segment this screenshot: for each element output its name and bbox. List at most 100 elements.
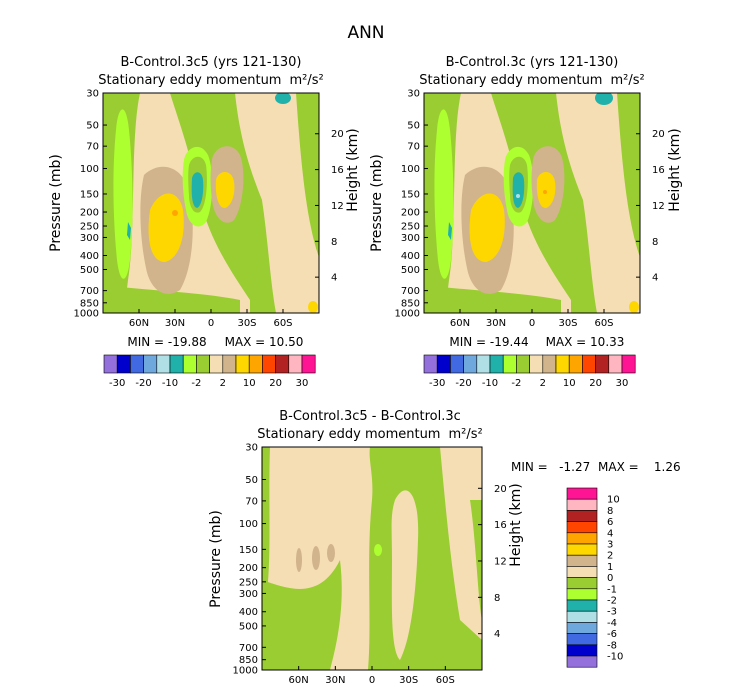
panel-b-title: B-Control.3c (yrs 121-130): [446, 55, 619, 70]
colorbar-swatch: [502, 354, 517, 374]
panel-c-x-ticks: 60N 30N 0 30S 60S: [289, 666, 455, 686]
panel-a-tongue-tan: [268, 190, 288, 300]
colorbar-swatch: [489, 354, 504, 374]
ytick-label: 300: [401, 233, 420, 244]
colorbar-label: 4: [607, 528, 613, 539]
colorbar-swatch: [301, 354, 316, 374]
colorbar-swatch: [582, 354, 596, 374]
ytick-label: 700: [80, 286, 99, 297]
panel-a-title: B-Control.3c5 (yrs 121-130): [121, 55, 302, 70]
y2tick-label: 4: [652, 273, 658, 284]
colorbar-swatch: [103, 354, 118, 374]
colorbar-label: 10: [607, 495, 620, 506]
ytick-label: 200: [239, 563, 258, 574]
panel-b-pos-south-peak: [543, 190, 547, 194]
y2tick-label: 16: [331, 165, 344, 176]
colorbar-label: -10: [482, 378, 498, 389]
colorbar-swatch: [566, 588, 598, 601]
colorbar-swatch: [566, 599, 598, 612]
xtick-label: 60N: [450, 318, 470, 329]
y2tick-label: 8: [494, 593, 500, 604]
colorbar-swatch: [288, 354, 303, 374]
panel-c-tan-right: [440, 447, 482, 640]
ytick-label: 100: [80, 164, 99, 175]
colorbar-swatch: [566, 644, 598, 657]
colorbar-swatch: [555, 354, 570, 374]
panel-a-min-label: MIN = -19.88: [127, 335, 206, 349]
colorbar-swatch: [156, 354, 171, 374]
ytick-label: 400: [239, 607, 258, 618]
ytick-label: 500: [239, 621, 258, 632]
colorbar-swatch: [275, 354, 290, 374]
panel-c: B-Control.3c5 - B-Control.3c Stationary …: [208, 409, 681, 686]
panel-b-min-label: MIN = -19.44: [449, 335, 528, 349]
panel-c-field: [262, 447, 482, 670]
ytick-label: 50: [245, 475, 258, 486]
colorbar-swatch: [595, 354, 610, 374]
y2tick-label: 8: [331, 237, 337, 248]
colorbar-label: -3: [607, 607, 617, 618]
panel-a-colorbar: -30 -20 -10 -2 2 10 20 30: [103, 354, 316, 389]
ytick-label: 850: [401, 298, 420, 309]
panel-b-colorbar: -30 -20 -10 -2 2 10 20 30: [423, 354, 636, 389]
ytick-label: 30: [407, 89, 420, 100]
colorbar-swatch: [130, 354, 144, 374]
panel-a-top-blob: [275, 93, 291, 104]
colorbar-label: 10: [563, 378, 576, 389]
colorbar-label: -20: [455, 378, 471, 389]
colorbar-swatch: [621, 354, 636, 374]
colorbar-swatch: [529, 354, 544, 374]
panel-c-max-label: MAX = 1.26: [598, 460, 681, 474]
ytick-label: 250: [239, 577, 258, 588]
colorbar-swatch: [196, 354, 210, 374]
ytick-label: 250: [401, 222, 420, 233]
panel-b-y2-ticks: 20 16 12 8 4: [636, 129, 665, 284]
ytick-label: 100: [401, 164, 420, 175]
colorbar-swatch: [516, 354, 530, 374]
colorbar-label: -2: [191, 378, 201, 389]
colorbar-swatch: [566, 521, 598, 534]
y2tick-label: 12: [331, 201, 344, 212]
ytick-label: 150: [80, 189, 99, 200]
colorbar-label: 2: [607, 551, 613, 562]
xtick-label: 60S: [436, 675, 455, 686]
panel-b-pos-south-core: [536, 172, 556, 208]
colorbar-swatch: [450, 354, 464, 374]
colorbar-swatch: [542, 354, 557, 374]
y2tick-label: 20: [652, 129, 665, 140]
colorbar-swatch: [235, 354, 250, 374]
panel-b-field: [424, 93, 640, 313]
xtick-label: 60S: [273, 318, 292, 329]
ytick-label: 700: [401, 286, 420, 297]
colorbar-label: 3: [607, 540, 613, 551]
ytick-label: 850: [80, 298, 99, 309]
colorbar-swatch: [222, 354, 237, 374]
colorbar-swatch: [566, 577, 598, 590]
colorbar-label: 6: [607, 517, 613, 528]
colorbar-label: -6: [607, 629, 617, 640]
colorbar-label: -4: [607, 618, 617, 629]
ytick-label: 30: [86, 89, 99, 100]
ytick-label: 500: [401, 265, 420, 276]
panel-b-x-ticks: 60N 30N 0 30S 60S: [450, 309, 614, 329]
panel-b-top-blob: [595, 93, 613, 105]
panel-a: B-Control.3c5 (yrs 121-130) Stationary e…: [48, 55, 361, 389]
xtick-label: 30S: [558, 318, 577, 329]
xtick-label: 60N: [289, 675, 309, 686]
y2tick-label: 16: [494, 520, 507, 531]
panel-b-neg-west-outer: [434, 109, 454, 279]
colorbar-label: 8: [607, 506, 613, 517]
panel-b-tongue-tan: [589, 190, 609, 300]
ytick-label: 700: [239, 643, 258, 654]
ytick-label: 50: [407, 121, 420, 132]
colorbar-label: -10: [607, 652, 623, 663]
colorbar-swatch: [423, 354, 438, 374]
ytick-label: 30: [245, 443, 258, 454]
panel-a-bottom-green: [103, 285, 240, 313]
y2tick-label: 16: [652, 165, 665, 176]
colorbar-swatch: [182, 354, 197, 374]
ytick-label: 400: [80, 251, 99, 262]
panel-c-subtitle: Stationary eddy momentum m²/s²: [257, 427, 482, 442]
